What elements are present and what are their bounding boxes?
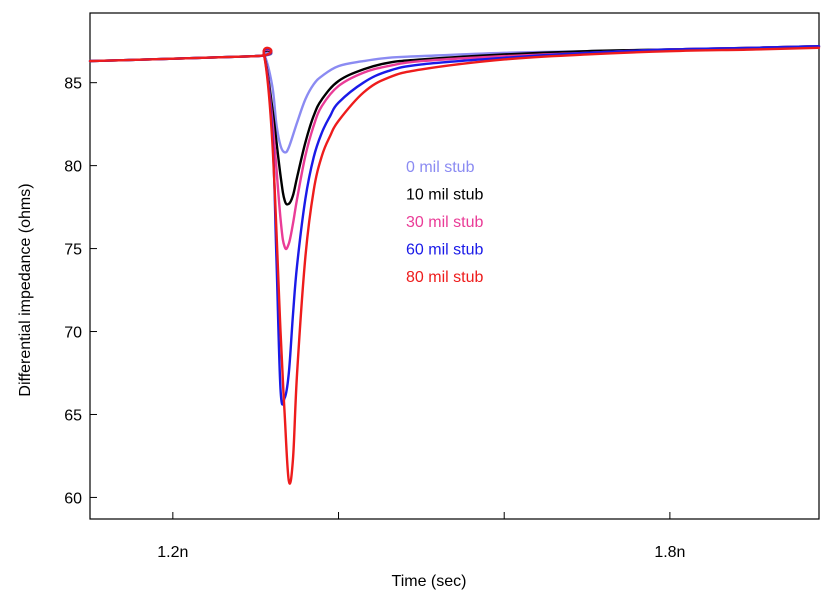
series-line-80-mil-stub — [88, 46, 821, 485]
x-tick-label: 1.2n — [157, 544, 188, 561]
legend-entry: 30 mil stub — [406, 214, 483, 231]
y-tick-label: 85 — [64, 76, 82, 93]
y-tick-label: 75 — [64, 242, 82, 259]
y-tick-label: 60 — [64, 490, 82, 507]
legend: 0 mil stub 10 mil stub 30 mil stub 60 mil s… — [406, 159, 483, 286]
legend-entry: 0 mil stub — [406, 159, 475, 176]
y-axis-title: Differential impedance (ohms) — [17, 183, 34, 396]
y-tick-label: 80 — [64, 159, 82, 176]
x-axis-title: Time (sec) — [392, 573, 467, 590]
series-line-10-mil-stub — [88, 44, 821, 206]
plot-frame — [89, 12, 820, 520]
legend-entry: 80 mil stub — [406, 269, 483, 286]
legend-entry: 60 mil stub — [406, 242, 483, 259]
legend-entry: 10 mil stub — [406, 187, 483, 204]
y-tick-label: 65 — [64, 407, 82, 424]
y-tick-label: 70 — [64, 325, 82, 342]
x-tick-label: 1.8n — [654, 544, 685, 561]
